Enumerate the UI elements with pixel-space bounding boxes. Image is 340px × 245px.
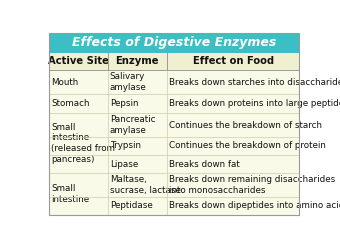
Text: Active Site: Active Site <box>48 56 109 66</box>
Text: Effects of Digestive Enzymes: Effects of Digestive Enzymes <box>72 37 276 49</box>
FancyBboxPatch shape <box>49 53 300 70</box>
Text: Pepsin: Pepsin <box>110 99 138 108</box>
Text: Enzyme: Enzyme <box>116 56 159 66</box>
Text: Effect on Food: Effect on Food <box>192 56 274 66</box>
Text: Peptidase: Peptidase <box>110 201 153 210</box>
Text: Breaks down proteins into large peptides: Breaks down proteins into large peptides <box>169 99 340 108</box>
Text: Lipase: Lipase <box>110 159 138 169</box>
Text: Maltase,
sucrase, lactase: Maltase, sucrase, lactase <box>110 175 181 195</box>
Text: Breaks down fat: Breaks down fat <box>169 159 239 169</box>
Text: Breaks down remaining disaccharides
into monosaccharides: Breaks down remaining disaccharides into… <box>169 175 335 195</box>
FancyBboxPatch shape <box>49 137 300 155</box>
Text: Continues the breakdown of starch: Continues the breakdown of starch <box>169 121 322 130</box>
FancyBboxPatch shape <box>49 155 300 173</box>
FancyBboxPatch shape <box>49 33 300 53</box>
Text: Breaks down dipeptides into amino acids: Breaks down dipeptides into amino acids <box>169 201 340 210</box>
FancyBboxPatch shape <box>49 70 300 94</box>
Text: Small
intestine: Small intestine <box>51 184 89 204</box>
Text: Stomach: Stomach <box>51 99 89 108</box>
FancyBboxPatch shape <box>49 196 300 215</box>
Text: Salivary
amylase: Salivary amylase <box>110 72 147 92</box>
FancyBboxPatch shape <box>49 113 300 137</box>
Text: Breaks down starches into disaccharides: Breaks down starches into disaccharides <box>169 77 340 86</box>
Text: Pancreatic
amylase: Pancreatic amylase <box>110 115 155 135</box>
FancyBboxPatch shape <box>49 173 300 196</box>
FancyBboxPatch shape <box>49 94 300 113</box>
Text: Small
intestine
(released from
pancreas): Small intestine (released from pancreas) <box>51 123 115 164</box>
Text: Continues the breakdown of protein: Continues the breakdown of protein <box>169 141 325 150</box>
Text: Mouth: Mouth <box>51 77 78 86</box>
Text: Trypsin: Trypsin <box>110 141 141 150</box>
